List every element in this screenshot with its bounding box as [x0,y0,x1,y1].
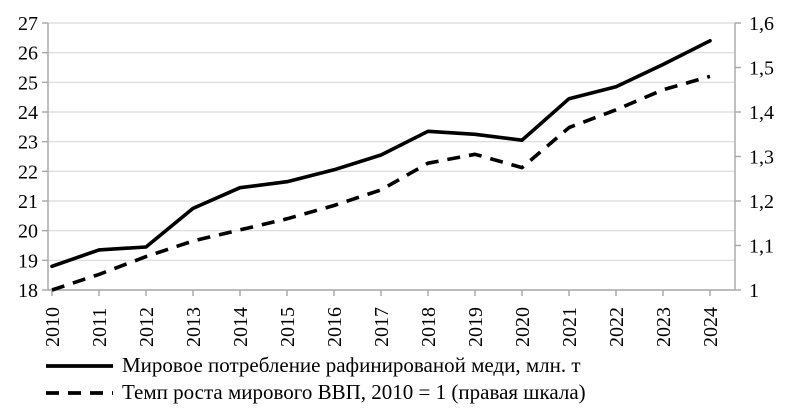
solid-line-swatch [46,363,113,368]
x-axis-tick-label: 2019 [465,307,487,347]
left-axis-tick-label: 18 [18,280,38,302]
copper-consumption-line [50,38,712,269]
legend: Мировое потребление рафинированой меди, … [45,352,586,406]
right-axis-tick-label: 1,1 [749,236,774,258]
left-axis-tick-label: 26 [18,43,38,65]
x-axis-tick-label: 2017 [371,307,393,347]
plot-area: 272625242322212019181,61,51,41,31,21,112… [18,13,774,347]
left-axis-tick-label: 21 [18,191,38,213]
dashed-line-swatch [46,390,113,395]
right-axis-tick-label: 1,2 [749,191,774,213]
x-axis-tick-label: 2011 [89,308,111,347]
x-axis-tick-label: 2024 [700,307,722,347]
gdp-growth-line [51,74,711,292]
left-axis-tick-label: 19 [18,250,38,272]
x-axis-tick-label: 2023 [653,307,675,347]
x-axis-tick-label: 2010 [42,307,64,347]
legend-item-copper: Мировое потребление рафинированой меди, … [45,352,586,379]
left-axis-tick-label: 22 [18,161,38,183]
left-axis-tick-label: 24 [18,102,38,124]
legend-label-gdp: Темп роста мирового ВВП, 2010 = 1 (права… [122,380,586,404]
left-axis-tick-label: 23 [18,132,38,154]
legend-item-gdp: Темп роста мирового ВВП, 2010 = 1 (права… [45,379,586,406]
x-axis-tick-label: 2021 [559,307,581,347]
x-axis-tick-label: 2022 [606,307,628,347]
left-axis-tick-label: 20 [18,221,38,243]
right-axis-tick-label: 1,6 [749,13,774,35]
legend-label-copper: Мировое потребление рафинированой меди, … [122,353,581,377]
x-axis-tick-label: 2013 [183,307,205,347]
left-axis-tick-label: 27 [18,13,38,35]
left-axis-tick-label: 25 [18,72,38,94]
x-axis-tick-label: 2015 [277,307,299,347]
right-axis-tick-label: 1,4 [749,102,774,124]
x-axis-tick-label: 2018 [418,307,440,347]
right-axis-tick-label: 1 [749,280,759,302]
right-axis-tick-label: 1,3 [749,147,774,169]
x-axis-tick-label: 2014 [230,307,252,347]
x-axis-tick-label: 2020 [512,307,534,347]
x-axis-tick-label: 2016 [324,307,346,347]
right-axis-tick-label: 1,5 [749,58,774,80]
x-axis-tick-label: 2012 [136,307,158,347]
